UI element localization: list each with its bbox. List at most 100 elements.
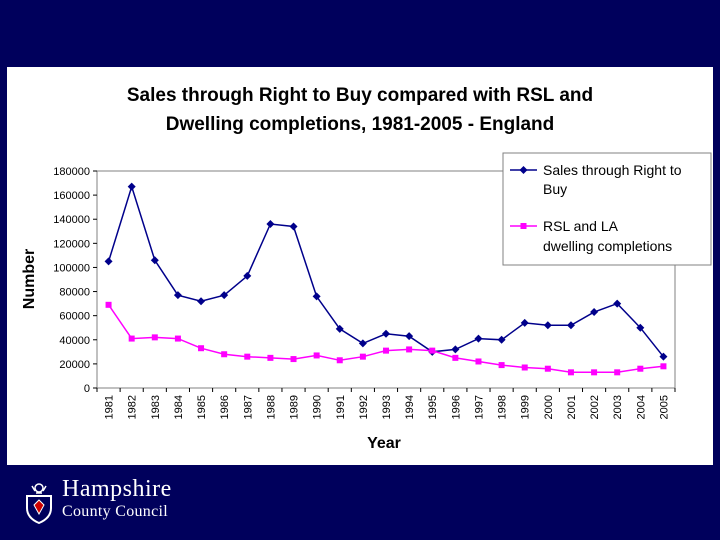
data-point-rsl bbox=[105, 301, 112, 308]
x-tick-label: 2003 bbox=[612, 395, 624, 419]
x-tick-label: 1988 bbox=[265, 395, 277, 419]
y-tick-label: 60000 bbox=[59, 311, 90, 323]
y-tick-label: 20000 bbox=[59, 359, 90, 371]
y-tick-label: 80000 bbox=[59, 287, 90, 299]
y-tick-label: 120000 bbox=[53, 238, 90, 250]
x-tick-label: 1985 bbox=[196, 395, 208, 419]
org-name-line-2: County Council bbox=[62, 503, 168, 520]
data-point-rsl bbox=[151, 334, 158, 341]
data-point-rtb bbox=[312, 292, 321, 301]
data-point-rsl bbox=[313, 352, 320, 359]
line-chart: Sales through Right to Buy compared with… bbox=[21, 85, 712, 452]
data-point-rsl bbox=[221, 351, 228, 358]
x-tick-label: 1998 bbox=[497, 395, 509, 419]
data-point-rsl bbox=[359, 353, 366, 360]
y-tick-label: 100000 bbox=[53, 262, 90, 274]
x-axis: 1981 1982 1983 1984 1985 1986 1987 1988 1989 1990… bbox=[96, 388, 676, 419]
data-point-rtb bbox=[104, 257, 113, 266]
data-point-rtb bbox=[358, 339, 367, 348]
data-point-rtb bbox=[220, 291, 229, 300]
data-point-rtb bbox=[590, 308, 599, 317]
data-point-rtb bbox=[613, 299, 622, 308]
y-axis-label: Number bbox=[21, 249, 38, 309]
y-tick-label: 0 bbox=[84, 383, 90, 395]
y-tick-label: 140000 bbox=[53, 214, 90, 226]
x-tick-label: 2001 bbox=[566, 395, 578, 419]
chart-title-line-1: Sales through Right to Buy compared with… bbox=[127, 85, 593, 106]
x-tick-label: 1992 bbox=[358, 395, 370, 419]
chart-panel: Sales through Right to Buy compared with… bbox=[7, 67, 713, 465]
y-axis: 0 20000 40000 60000 80000 100000 120000 140000 1… bbox=[53, 166, 97, 395]
data-point-rsl bbox=[336, 357, 343, 364]
data-point-rtb bbox=[636, 323, 645, 332]
data-point-rtb bbox=[543, 321, 552, 330]
chart-title-line-2: Dwelling completions, 1981-2005 - Englan… bbox=[166, 114, 555, 135]
data-point-rtb bbox=[335, 324, 344, 333]
data-point-rsl bbox=[544, 365, 551, 372]
data-point-rsl bbox=[614, 369, 621, 376]
x-tick-label: 1993 bbox=[381, 395, 393, 419]
x-tick-label: 1995 bbox=[427, 395, 439, 419]
data-point-rsl bbox=[198, 345, 205, 352]
x-tick-label: 2005 bbox=[658, 395, 670, 419]
org-name-line-1: Hampshire bbox=[62, 476, 172, 502]
data-point-rtb bbox=[173, 291, 182, 300]
data-point-rsl bbox=[475, 358, 482, 365]
legend-label-rtb-line-2: Buy bbox=[543, 181, 567, 197]
data-point-rtb bbox=[266, 220, 275, 229]
data-point-rtb bbox=[497, 335, 506, 344]
data-point-rtb bbox=[382, 329, 390, 338]
data-point-rtb bbox=[474, 334, 483, 343]
x-tick-label: 2004 bbox=[635, 395, 647, 419]
data-point-rtb bbox=[566, 321, 575, 330]
legend-marker-rtb bbox=[519, 166, 528, 174]
data-point-rtb bbox=[659, 352, 668, 361]
data-point-rsl bbox=[637, 365, 644, 372]
data-point-rtb bbox=[243, 271, 252, 280]
data-point-rsl bbox=[429, 347, 436, 354]
x-tick-label: 1989 bbox=[289, 395, 301, 419]
y-tick-label: 160000 bbox=[53, 190, 90, 202]
data-point-rsl bbox=[128, 335, 135, 342]
x-axis-label: Year bbox=[367, 435, 401, 452]
x-tick-label: 1994 bbox=[404, 395, 416, 419]
data-point-rtb bbox=[150, 256, 159, 265]
x-tick-label: 1983 bbox=[150, 395, 162, 419]
data-point-rsl bbox=[498, 362, 505, 369]
data-point-rtb bbox=[197, 297, 206, 306]
data-point-rsl bbox=[591, 369, 598, 376]
data-point-rsl bbox=[290, 356, 297, 363]
legend-label-rsl-line-2: dwelling completions bbox=[543, 238, 672, 254]
x-tick-label: 1997 bbox=[473, 395, 485, 419]
legend-marker-rsl bbox=[520, 223, 527, 229]
data-point-rsl bbox=[567, 369, 574, 376]
data-point-rsl bbox=[406, 346, 413, 353]
x-tick-label: 1996 bbox=[450, 395, 462, 419]
y-tick-label: 40000 bbox=[59, 335, 90, 347]
x-tick-label: 1990 bbox=[312, 395, 324, 419]
data-point-rsl bbox=[174, 335, 181, 342]
data-point-rtb bbox=[520, 318, 529, 327]
data-point-rtb bbox=[405, 332, 414, 341]
data-point-rsl bbox=[452, 354, 459, 361]
data-point-rsl bbox=[244, 353, 251, 360]
x-tick-label: 1999 bbox=[520, 395, 532, 419]
data-point-rtb bbox=[289, 222, 298, 231]
legend-box bbox=[502, 152, 712, 266]
x-tick-label: 1991 bbox=[335, 395, 347, 419]
y-tick-label: 180000 bbox=[53, 166, 90, 178]
data-point-rsl bbox=[660, 363, 667, 370]
x-tick-label: 1982 bbox=[127, 395, 139, 419]
x-tick-label: 1987 bbox=[242, 395, 254, 419]
data-point-rsl bbox=[521, 364, 528, 371]
x-tick-label: 2000 bbox=[543, 395, 555, 419]
x-tick-label: 1984 bbox=[173, 395, 185, 419]
chart-legend: Sales through Right to Buy RSL and LA dw… bbox=[502, 152, 712, 266]
x-tick-label: 2002 bbox=[589, 395, 601, 419]
series-layer bbox=[104, 182, 668, 376]
legend-label-rsl-line-1: RSL and LA bbox=[543, 218, 619, 234]
data-point-rtb bbox=[451, 345, 460, 354]
data-point-rsl bbox=[267, 354, 274, 361]
x-tick-label: 1981 bbox=[104, 395, 116, 419]
x-tick-label: 1986 bbox=[219, 395, 231, 419]
